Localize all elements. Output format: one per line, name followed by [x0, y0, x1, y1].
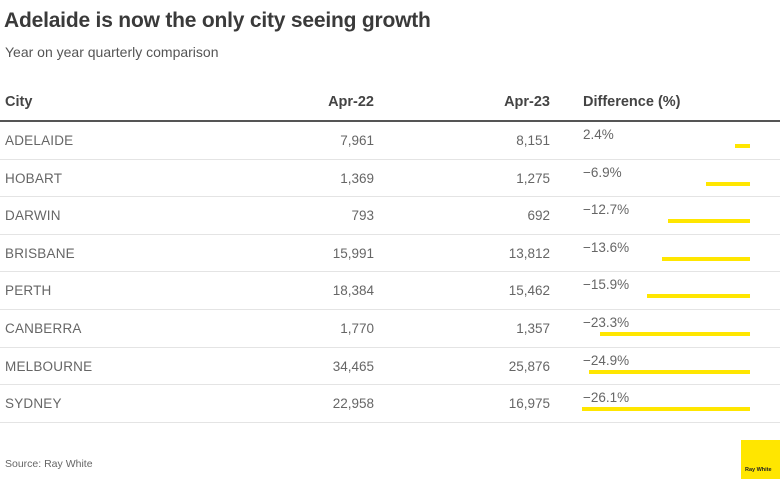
cell-apr23: 25,876: [508, 358, 550, 374]
difference-bar: [581, 407, 750, 412]
table-row: PERTH 18,384 15,462 −15.9%: [0, 272, 780, 310]
table-row: HOBART 1,369 1,275 −6.9%: [0, 160, 780, 198]
cell-difference: −23.3%: [583, 314, 630, 330]
cell-city: MELBOURNE: [5, 358, 93, 374]
difference-bar: [662, 256, 750, 261]
cell-apr22: 34,465: [332, 358, 374, 374]
cell-apr22: 22,958: [332, 396, 374, 412]
table-body: ADELAIDE 7,961 8,151 2.4% HOBART 1,369 1,275 −6…: [0, 122, 780, 423]
cell-difference: −26.1%: [583, 390, 630, 406]
cell-apr23: 1,357: [516, 320, 550, 336]
cell-apr22: 1,369: [340, 170, 374, 186]
cell-city: ADELAIDE: [5, 133, 74, 148]
cell-apr22: 7,961: [340, 133, 374, 148]
cell-city: SYDNEY: [5, 396, 62, 412]
difference-bar: [734, 144, 750, 148]
cell-difference: −13.6%: [583, 239, 630, 255]
table-row: MELBOURNE 34,465 25,876 −24.9%: [0, 348, 780, 386]
cell-city: DARWIN: [5, 208, 61, 224]
cell-apr22: 1,770: [340, 320, 374, 336]
cell-apr23: 8,151: [516, 133, 550, 148]
cell-difference: −24.9%: [583, 352, 630, 368]
cell-city: PERTH: [5, 283, 52, 299]
cell-apr23: 16,975: [508, 396, 550, 412]
chart-subtitle: Year on year quarterly comparison: [5, 44, 219, 60]
table-row: DARWIN 793 692 −12.7%: [0, 197, 780, 235]
cell-difference: −12.7%: [583, 202, 630, 218]
cell-city: HOBART: [5, 170, 63, 186]
column-header-city: City: [5, 94, 33, 110]
difference-bar: [705, 181, 750, 186]
difference-bar: [668, 219, 750, 224]
cell-difference: 2.4%: [583, 127, 614, 142]
header-divider: [0, 120, 780, 122]
cell-apr22: 793: [351, 208, 374, 224]
column-header-apr22: Apr-22: [328, 94, 374, 110]
cell-apr23: 1,275: [516, 170, 550, 186]
table-row: ADELAIDE 7,961 8,151 2.4%: [0, 122, 780, 160]
cell-apr23: 692: [527, 208, 550, 224]
cell-apr22: 15,991: [332, 245, 374, 261]
cell-apr23: 15,462: [508, 283, 550, 299]
difference-bar: [599, 331, 750, 336]
cell-city: BRISBANE: [5, 245, 75, 261]
source-note: Source: Ray White: [5, 458, 93, 470]
cell-city: CANBERRA: [5, 320, 82, 336]
column-header-difference: Difference (%): [583, 94, 681, 110]
difference-bar: [647, 294, 750, 299]
logo-text: Ray White: [745, 467, 772, 473]
column-header-apr23: Apr-23: [504, 94, 550, 110]
table-row: SYDNEY 22,958 16,975 −26.1%: [0, 385, 780, 423]
cell-apr23: 13,812: [508, 245, 550, 261]
chart-title: Adelaide is now the only city seeing gro…: [4, 9, 431, 32]
cell-apr22: 18,384: [332, 283, 374, 299]
difference-bar: [589, 369, 750, 374]
table-row: CANBERRA 1,770 1,357 −23.3%: [0, 310, 780, 348]
cell-difference: −6.9%: [583, 164, 622, 180]
cell-difference: −15.9%: [583, 277, 630, 293]
ray-white-logo: Ray White: [741, 440, 780, 479]
table-row: BRISBANE 15,991 13,812 −13.6%: [0, 235, 780, 273]
